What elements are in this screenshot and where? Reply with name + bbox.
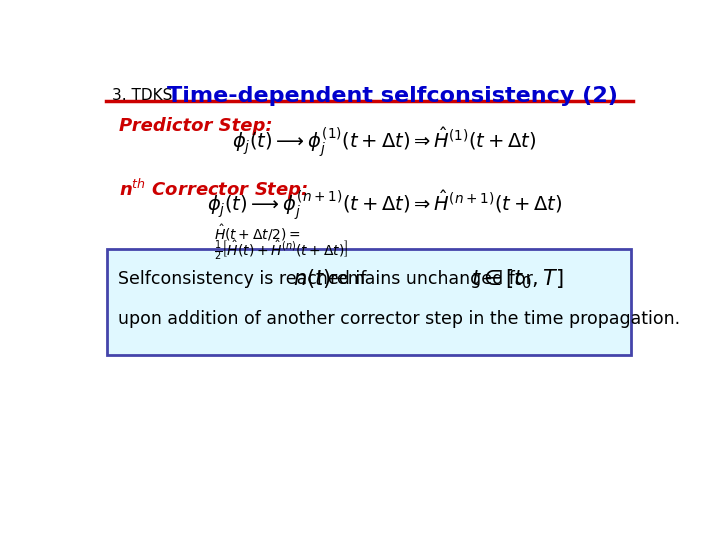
Text: 3. TDKS: 3. TDKS: [112, 88, 172, 103]
Text: $\phi_j(t) \longrightarrow \phi_j^{(n+1)}(t+\Delta t) \Rightarrow \hat{H}^{(n+1): $\phi_j(t) \longrightarrow \phi_j^{(n+1)…: [207, 188, 562, 222]
Text: $\phi_j(t) \longrightarrow \phi_j^{(1)}(t+\Delta t) \Rightarrow \hat{H}^{(1)}(t+: $\phi_j(t) \longrightarrow \phi_j^{(1)}(…: [233, 125, 536, 159]
Text: upon addition of another corrector step in the time propagation.: upon addition of another corrector step …: [118, 310, 680, 328]
Text: Predictor Step:: Predictor Step:: [120, 117, 273, 135]
FancyBboxPatch shape: [107, 249, 631, 355]
Text: remains unchanged for: remains unchanged for: [330, 270, 533, 288]
Text: $\hat{H}(t+\Delta t/2)=$: $\hat{H}(t+\Delta t/2)=$: [214, 222, 300, 243]
Text: $\frac{1}{2}\left[\hat{H}(t)+\hat{H}^{(n)}(t+\Delta t)\right]$: $\frac{1}{2}\left[\hat{H}(t)+\hat{H}^{(n…: [214, 238, 348, 262]
Text: n$^{th}$ Corrector Step:: n$^{th}$ Corrector Step:: [120, 177, 309, 201]
Text: Time-dependent selfconsistency (2): Time-dependent selfconsistency (2): [167, 86, 618, 106]
Text: $t \in \left[t_0, T\right]$: $t \in \left[t_0, T\right]$: [472, 267, 564, 291]
Text: Selfconsistency is reached if: Selfconsistency is reached if: [118, 270, 366, 288]
Text: $n(t)$: $n(t)$: [293, 267, 331, 291]
